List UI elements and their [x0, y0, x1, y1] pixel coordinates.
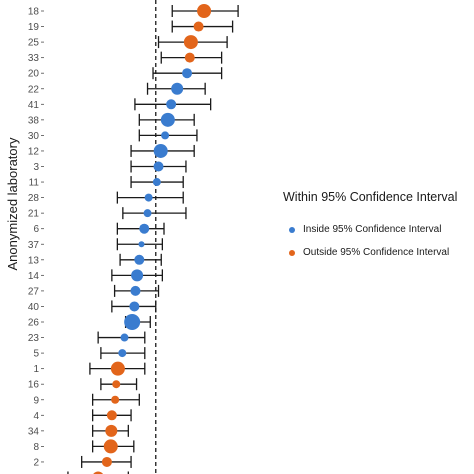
data-point — [118, 349, 127, 358]
confidence-interval-bars — [67, 5, 239, 474]
data-point — [197, 4, 212, 18]
data-point — [152, 178, 161, 187]
data-point — [153, 161, 164, 172]
y-tick-label: 28 — [28, 193, 40, 204]
y-tick-label: 5 — [33, 349, 39, 360]
y-tick-label: 16 — [28, 380, 40, 391]
y-tick-label: 2 — [33, 457, 39, 468]
legend-item-outside: Outside 95% Confidence Interval — [283, 241, 473, 264]
data-point — [110, 361, 125, 376]
y-tick-label: 13 — [28, 255, 40, 266]
legend-label-outside: Outside 95% Confidence Interval — [303, 247, 450, 258]
y-tick-label: 9 — [33, 395, 39, 406]
data-point — [131, 269, 144, 282]
y-tick-label: 12 — [28, 146, 40, 157]
legend-key-inside — [283, 221, 301, 239]
y-tick-label: 38 — [28, 115, 40, 126]
data-point — [103, 439, 118, 454]
y-tick-label: 18 — [28, 7, 40, 18]
data-point — [106, 410, 117, 421]
data-point — [129, 301, 140, 312]
y-tick-label: 27 — [28, 286, 40, 297]
data-point — [93, 471, 104, 474]
y-tick-label: 8 — [33, 442, 39, 453]
data-point — [101, 456, 112, 467]
y-tick-label: 37 — [28, 240, 40, 251]
data-point — [139, 223, 150, 234]
data-point — [166, 99, 177, 110]
data-point — [124, 314, 141, 330]
blue-dot-icon — [289, 226, 295, 233]
legend-title: Within 95% Confidence Interval — [283, 190, 458, 204]
y-tick-label: 21 — [28, 209, 40, 220]
data-point — [184, 52, 195, 63]
legend-item-inside: Inside 95% Confidence Interval — [283, 218, 473, 241]
y-tick-label: 14 — [28, 271, 40, 282]
y-tick-label: 25 — [28, 38, 40, 49]
data-point — [183, 35, 198, 50]
y-tick-label: 11 — [29, 178, 40, 189]
laboratory-points — [93, 4, 212, 474]
data-point — [160, 112, 175, 127]
legend-label-inside: Inside 95% Confidence Interval — [303, 224, 442, 235]
data-point — [120, 333, 129, 342]
data-point — [134, 254, 145, 265]
error-bar — [122, 207, 187, 220]
y-tick-label: 41 — [28, 100, 40, 111]
legend-key-outside — [283, 244, 301, 262]
y-tick-label: 19 — [28, 22, 40, 33]
data-point — [193, 21, 204, 32]
y-tick-label: 34 — [28, 426, 40, 437]
y-tick-label: 3 — [33, 162, 39, 173]
y-tick-label: 30 — [28, 131, 40, 142]
y-tick-label: 40 — [28, 302, 40, 313]
data-point — [144, 193, 153, 202]
y-tick-label: 33 — [28, 53, 40, 64]
legend: Within 95% Confidence Interval Inside 95… — [283, 190, 473, 264]
y-tick-label: 22 — [28, 84, 40, 95]
y-tick-label: 20 — [28, 69, 40, 80]
data-point — [171, 82, 184, 95]
y-tick-label: 26 — [28, 318, 40, 329]
data-point — [182, 68, 193, 79]
data-point — [112, 380, 121, 389]
y-tick-label: 6 — [33, 224, 39, 235]
y-axis-title-group: Anonymized laboratory — [5, 137, 20, 270]
data-point — [138, 241, 145, 248]
data-point — [130, 285, 141, 296]
y-tick-label: 4 — [33, 411, 39, 422]
y-tick-labels: 1819253320224138301231128216371314274026… — [28, 7, 44, 474]
data-point — [111, 395, 120, 404]
data-point — [143, 209, 152, 218]
data-point — [105, 424, 118, 437]
y-axis-title: Anonymized laboratory — [5, 137, 20, 270]
y-tick-label: 23 — [28, 333, 40, 344]
data-point — [153, 143, 168, 158]
data-point — [161, 131, 170, 140]
y-tick-label: 1 — [33, 364, 39, 375]
orange-dot-icon — [289, 249, 295, 256]
